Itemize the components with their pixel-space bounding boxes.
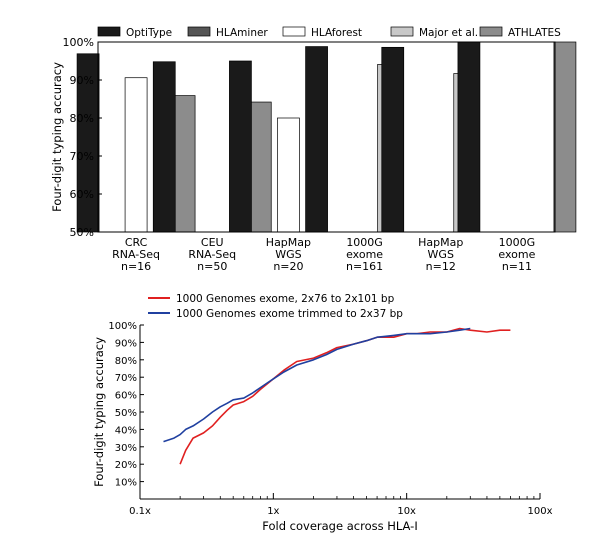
y-tick-label: 80% [115, 356, 137, 367]
legend-swatch [282, 26, 306, 37]
x-tick-label: 100x [527, 506, 552, 517]
category-label: HapMap [418, 236, 463, 249]
category-label: n=12 [426, 260, 456, 273]
category-label: exome [498, 248, 535, 261]
y-tick-label: 70% [70, 150, 94, 163]
bar [124, 77, 148, 233]
bar [248, 101, 272, 233]
category-label: n=16 [121, 260, 151, 273]
x-tick-label: 0.1x [129, 506, 151, 517]
legend-label: Major et al. [419, 27, 478, 39]
y-tick-label: 50% [70, 226, 94, 239]
category-label: exome [346, 248, 383, 261]
x-tick-label: 10x [397, 506, 416, 517]
category-label: CRC [125, 236, 148, 249]
y-axis-label: Four-digit typing accuracy [92, 337, 106, 487]
y-tick-label: 100% [63, 36, 94, 49]
line-chart: 0.1x 1x 10x 100x 10% 20% 30% 40% 50% 60% 70% 80% 90%… [92, 293, 553, 533]
category-label: WGS [275, 248, 301, 261]
y-tick-label: 70% [115, 373, 137, 384]
series-line [163, 327, 471, 443]
legend-label: 1000 Genomes exome, 2x76 to 2x101 bp [176, 293, 395, 305]
bar [76, 53, 100, 233]
y-tick-label: 90% [115, 338, 137, 349]
y-tick-label: 40% [115, 425, 137, 436]
plot-frame [97, 41, 556, 233]
bar [229, 60, 252, 233]
bar [305, 46, 328, 233]
bar [152, 61, 176, 233]
y-tick-label: 50% [115, 408, 137, 419]
legend-label: OptiType [126, 27, 172, 39]
category-label: HapMap [266, 236, 311, 249]
category-label: 1000G [499, 236, 536, 249]
legend-swatch [390, 26, 414, 37]
legend-swatch [97, 26, 121, 37]
legend-swatch [187, 26, 211, 37]
x-tick-label: 1x [267, 506, 279, 517]
y-tick-label: 30% [115, 443, 137, 454]
y-tick-label: 60% [70, 188, 94, 201]
legend-swatch [479, 26, 503, 37]
category-label: RNA-Seq [112, 248, 160, 261]
y-tick-label: 90% [70, 74, 94, 87]
bar [553, 41, 577, 233]
legend-label: 1000 Genomes exome trimmed to 2x37 bp [176, 308, 403, 320]
category-label: n=11 [502, 260, 532, 273]
category-label: WGS [428, 248, 454, 261]
bar [172, 95, 196, 233]
legend-label: HLAminer [216, 27, 268, 39]
category-label: 1000G [346, 236, 383, 249]
y-axis-label: Four-digit typing accuracy [50, 62, 64, 212]
y-tick-label: 10% [115, 478, 137, 489]
category-label: n=50 [197, 260, 227, 273]
y-tick-label: 60% [115, 391, 137, 402]
category-label: n=20 [273, 260, 303, 273]
legend-label: ATHLATES [508, 27, 561, 39]
x-axis-label: Fold coverage across HLA-I [262, 519, 417, 533]
y-tick-label: 100% [108, 321, 137, 332]
bar [457, 41, 481, 233]
series-line [179, 327, 511, 465]
category-label: n=161 [346, 260, 383, 273]
bar [277, 117, 300, 233]
y-tick-label: 20% [115, 460, 137, 471]
bar-chart: OptiType HLAminer HLAforest Major et al. ATH… [50, 26, 577, 273]
y-tick-label: 80% [70, 112, 94, 125]
category-label: CEU [201, 236, 224, 249]
category-label: RNA-Seq [188, 248, 236, 261]
legend-label: HLAforest [311, 27, 362, 39]
bar [381, 46, 405, 233]
